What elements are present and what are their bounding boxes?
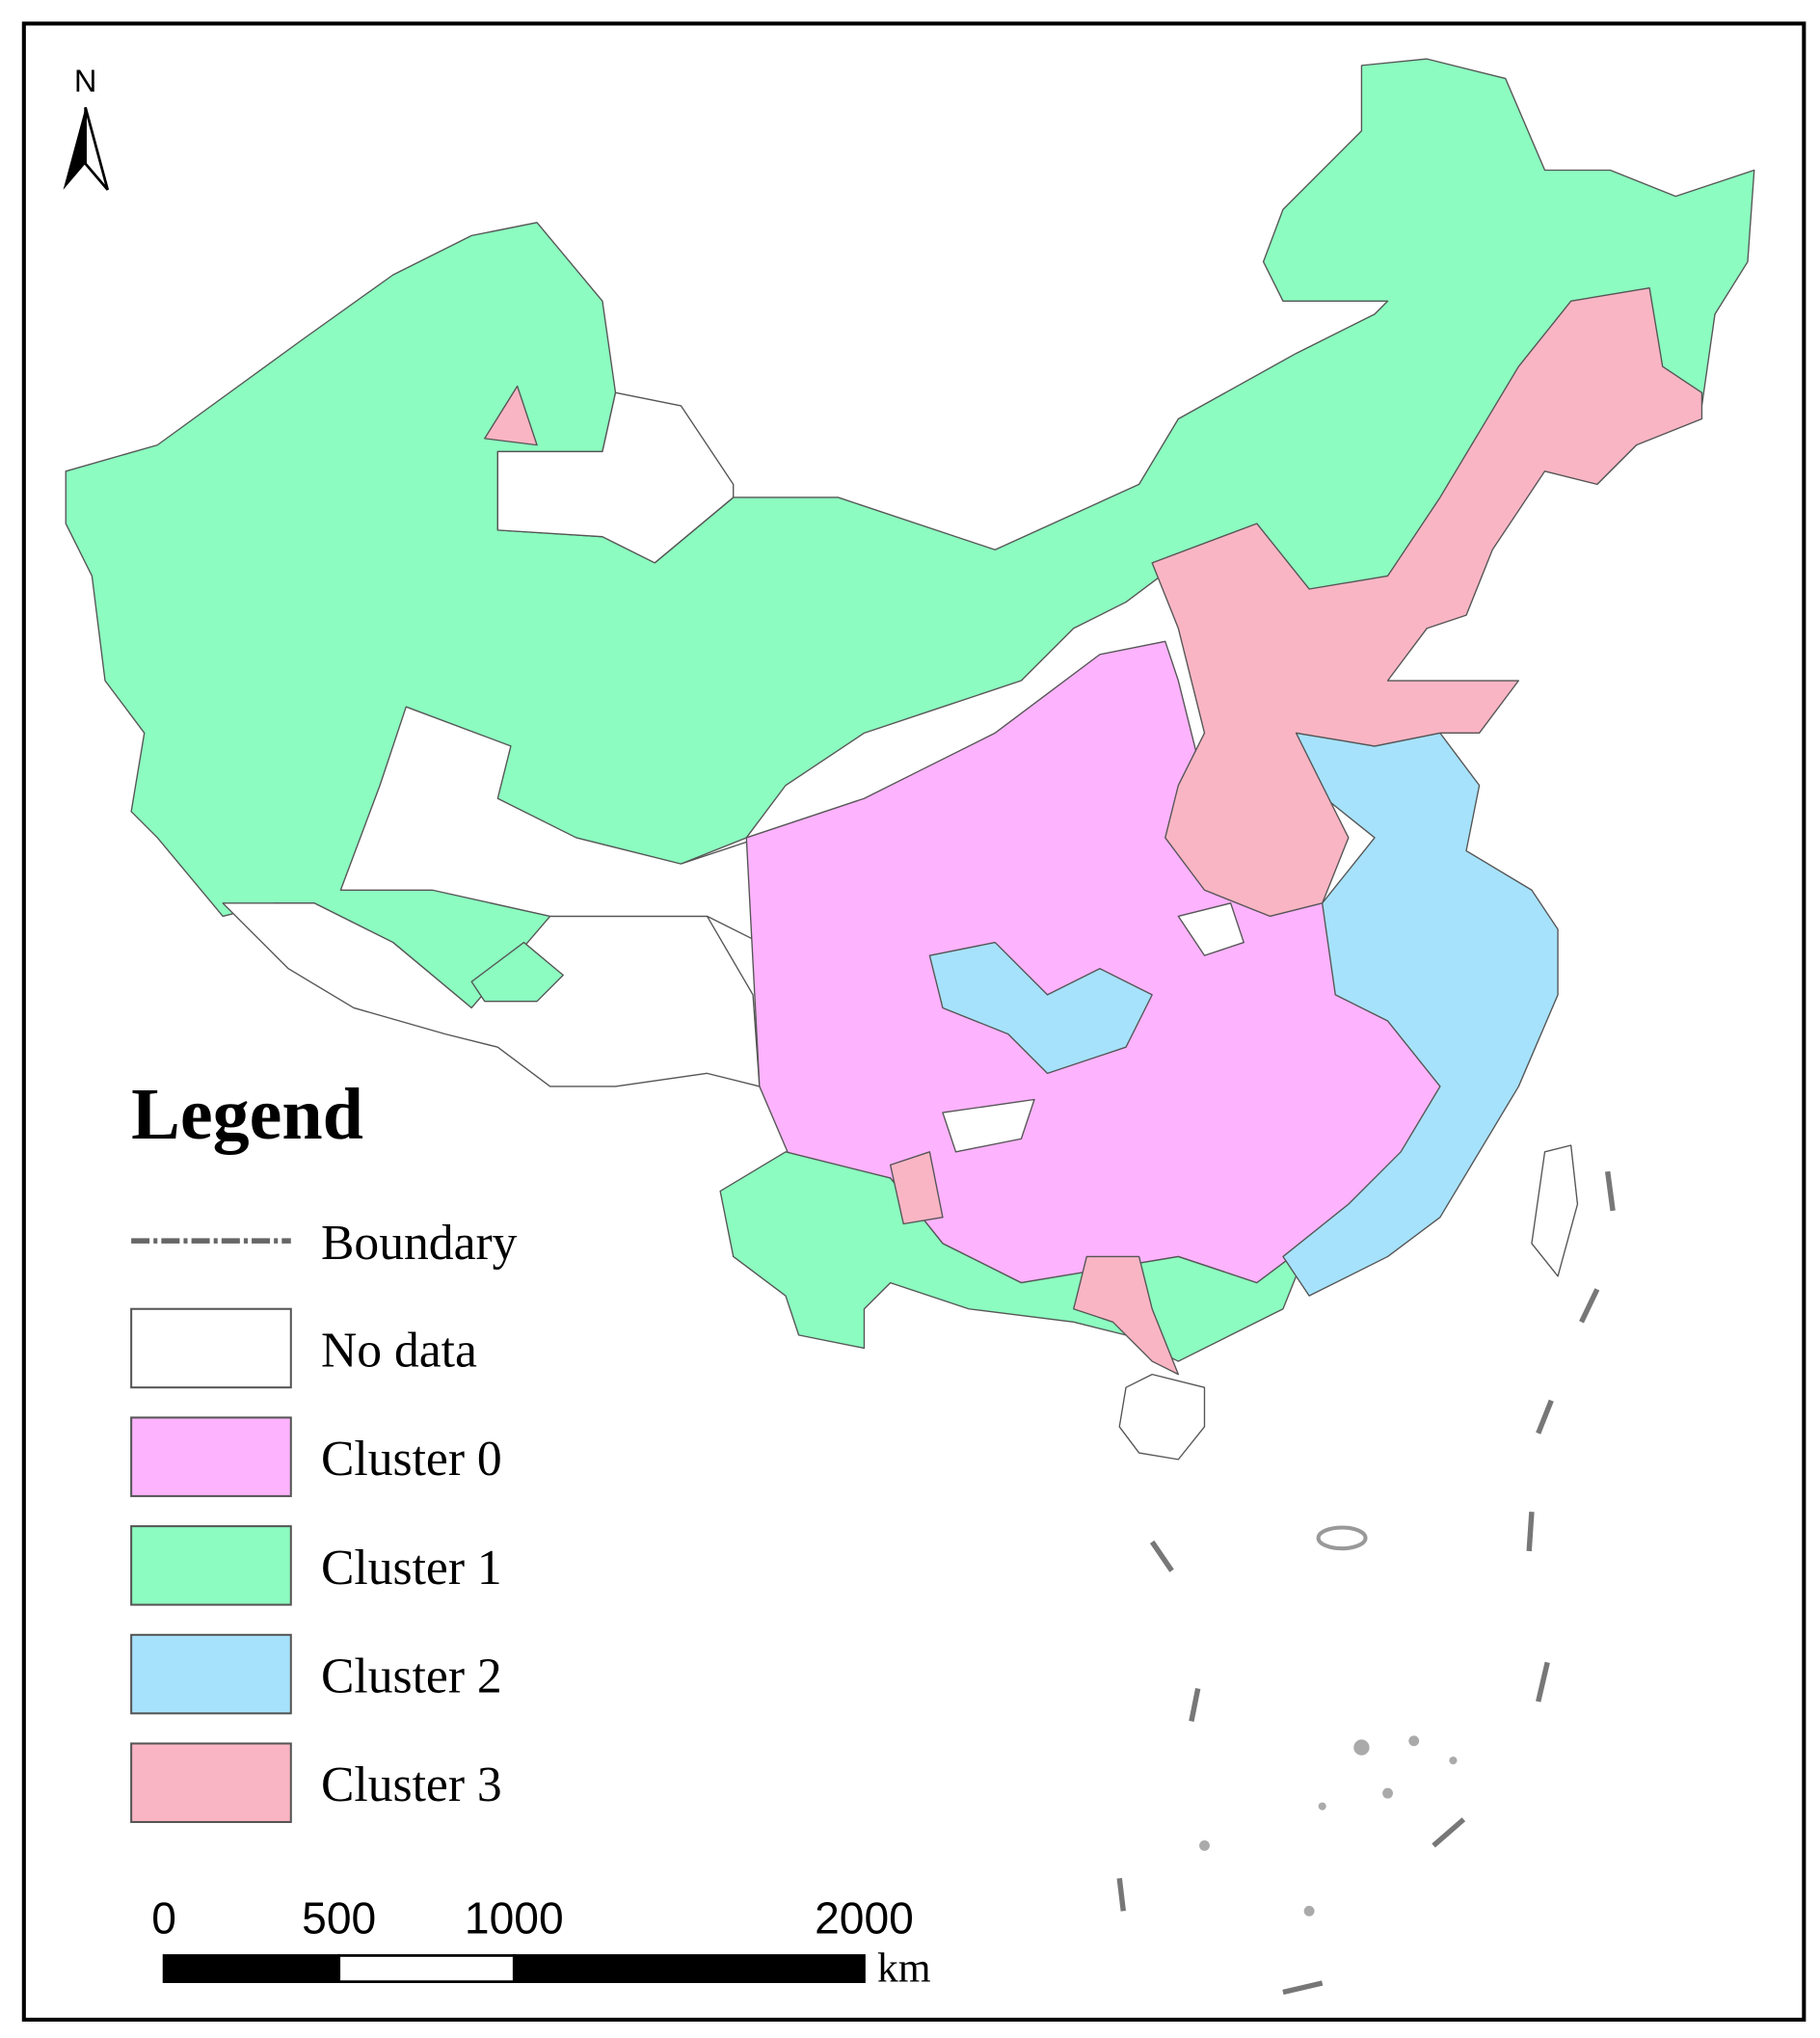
region [1282, 732, 1559, 1297]
north-arrow: N [63, 64, 110, 191]
region [889, 1151, 944, 1225]
dash [1604, 1170, 1616, 1212]
region [339, 706, 761, 944]
scale-label: 500 [302, 1892, 376, 1943]
legend-swatch [130, 1416, 292, 1497]
islands [1199, 1525, 1458, 1917]
island [1318, 1802, 1326, 1810]
legend-label: Cluster 2 [321, 1649, 502, 1704]
scale-segment [512, 1954, 866, 1983]
legend-label: Boundary [321, 1216, 518, 1271]
legend-label: Cluster 3 [321, 1757, 502, 1812]
north-arrow-half [84, 106, 110, 191]
scale-label: 0 [151, 1892, 176, 1943]
scale-segment [162, 1954, 341, 1983]
legend-swatch [130, 1307, 292, 1389]
legend-label: Cluster 0 [321, 1432, 502, 1487]
region [719, 1151, 1310, 1362]
region [470, 941, 564, 1003]
north-label: N [74, 64, 97, 98]
region [928, 941, 1153, 1075]
dash [1536, 1399, 1554, 1435]
dash [1432, 1817, 1466, 1848]
legend-label: Cluster 1 [321, 1541, 502, 1596]
region [1151, 287, 1703, 918]
island [1408, 1735, 1420, 1747]
legend-swatch [130, 1742, 292, 1823]
region [1073, 1255, 1180, 1376]
scale-segment [337, 1954, 516, 1983]
scale-label: 2000 [815, 1892, 914, 1943]
dash [1536, 1661, 1550, 1703]
legend-label: No data [321, 1323, 477, 1378]
legend-items: No data Cluster 0 Cluster 1 Cluster 2 Cluste… [130, 1307, 502, 1823]
legend-swatch [130, 1633, 292, 1715]
regions [65, 58, 1755, 1461]
island [1303, 1905, 1315, 1917]
island [1353, 1739, 1370, 1756]
legend-swatch [130, 1525, 292, 1606]
dash [1579, 1288, 1600, 1324]
region [1118, 1373, 1206, 1461]
island [1199, 1839, 1210, 1851]
scale-unit: km [877, 1945, 931, 1992]
region [1177, 902, 1245, 956]
region [484, 385, 538, 446]
region [496, 391, 735, 564]
island [1316, 1525, 1368, 1551]
dash [1189, 1687, 1201, 1722]
dash [1116, 1878, 1127, 1912]
dash [1149, 1540, 1174, 1572]
region [942, 1098, 1035, 1153]
island [1382, 1787, 1394, 1799]
dash [1282, 1980, 1324, 1996]
legend-title: Legend [131, 1074, 363, 1155]
region [1531, 1144, 1579, 1277]
island [1449, 1756, 1458, 1765]
dash [1526, 1512, 1535, 1552]
sea-boundary [1116, 1170, 1616, 1996]
scale-label: 1000 [465, 1892, 564, 1943]
